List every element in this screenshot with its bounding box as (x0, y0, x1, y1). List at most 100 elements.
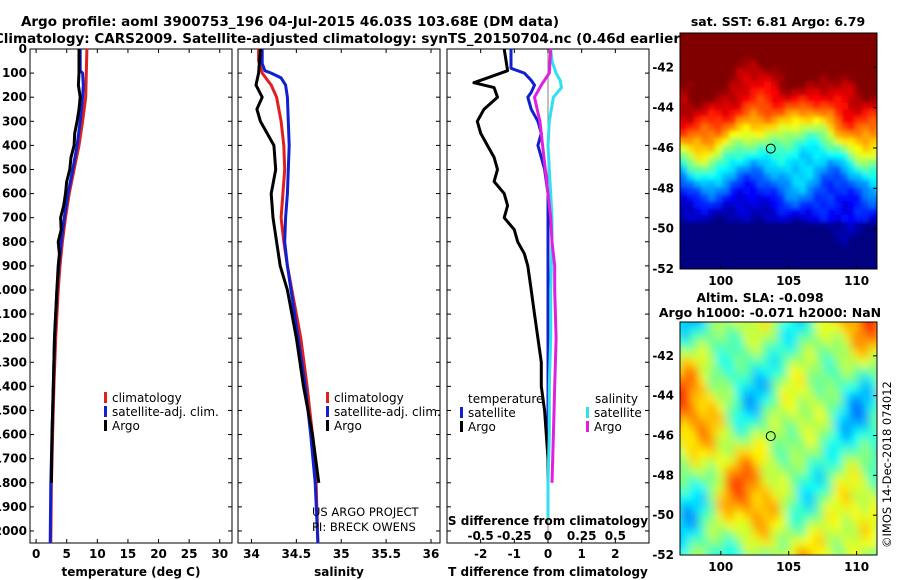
series-t-argo (472, 49, 550, 483)
top-tick-label: 0 (544, 529, 552, 543)
map-frame (679, 321, 878, 556)
series-s-argo (533, 49, 558, 483)
legend-swatch (326, 420, 329, 431)
legend-title-temperature: temperature (468, 392, 543, 406)
top-tick-label: 0.25 (567, 529, 597, 543)
legend-entry: climatology (112, 391, 182, 405)
series-argo (49, 49, 82, 483)
series-climatology (257, 49, 320, 543)
y-tick-label: 1300 (0, 355, 27, 369)
y-tick-label: 1600 (0, 428, 27, 442)
x-tick-label: 36 (423, 547, 440, 561)
x-tick-label: 35.5 (371, 547, 401, 561)
legend-entry: satellite-adj. clim. (334, 405, 441, 419)
lat-tick-label: -52 (652, 548, 674, 562)
legend-swatch (326, 406, 329, 417)
x-tick-label: 30 (211, 547, 228, 561)
x-axis-label: salinity (314, 565, 364, 579)
temperature-panel: 0100200300400500600700800900100011001200… (0, 42, 233, 579)
legend-swatch (104, 406, 107, 417)
legend-entry: Argo (112, 419, 140, 433)
legend-swatch (104, 392, 107, 403)
y-tick-label: 0 (19, 42, 27, 56)
lat-tick-label: -48 (652, 181, 674, 195)
lat-tick-label: -50 (652, 508, 674, 522)
lon-tick-label: 100 (708, 274, 733, 288)
y-tick-label: 1900 (0, 500, 27, 514)
difference-panel: -2 -1 0 1 2 T difference from climatology temp… (446, 48, 650, 579)
top-tick-label: -0.5 (468, 529, 494, 543)
y-tick-label: 1500 (0, 403, 27, 417)
argo-position-marker (765, 143, 776, 154)
title-line2: Climatology: CARS2009. Satellite-adjuste… (0, 31, 686, 47)
y-tick-label: 1100 (0, 307, 27, 321)
x-tick-label: 34 (243, 547, 260, 561)
legend-entry: Argo (468, 420, 496, 434)
x-tick-label: 15 (120, 547, 137, 561)
lat-tick-label: -42 (652, 60, 674, 74)
legend-title-salinity: salinity (595, 392, 638, 406)
legend-entry: satellite (594, 406, 642, 420)
top-tick-label: 0.5 (605, 529, 626, 543)
y-tick-label: 1000 (0, 283, 27, 297)
series-argo (254, 49, 321, 483)
y-tick-label: 800 (2, 235, 27, 249)
lat-tick-label: -44 (652, 389, 674, 403)
salinity-panel: 34 34.5 35 35.5 36 salinity climatologysatelli… (237, 48, 441, 579)
x-tick-label: 5 (63, 547, 71, 561)
x-tick-label: 25 (181, 547, 198, 561)
x-axis-label: temperature (deg C) (62, 565, 201, 579)
title-line1: Argo profile: aoml 3900753_196 04-Jul-20… (21, 14, 559, 30)
y-tick-label: 400 (2, 138, 27, 152)
lon-tick-label: 110 (844, 274, 869, 288)
legend-swatch (460, 407, 463, 418)
legend-swatch (104, 420, 107, 431)
x-tick-label: 2 (611, 547, 619, 561)
lat-tick-label: -46 (652, 429, 674, 443)
legend-swatch (586, 407, 589, 418)
sla-map-title2: Argo h1000: -0.071 h2000: NaN (659, 305, 881, 320)
y-tick-label: 1400 (0, 379, 27, 393)
series-satellite-adj-clim- (260, 49, 320, 543)
credit-line2: PI: BRECK OWENS (312, 520, 416, 534)
lat-tick-label: -48 (652, 468, 674, 482)
lat-tick-label: -44 (652, 101, 674, 115)
y-tick-label: 2000 (0, 524, 27, 538)
legend-swatch (586, 421, 589, 432)
y-tick-label: 100 (2, 66, 27, 80)
y-tick-label: 200 (2, 90, 27, 104)
lat-tick-label: -42 (652, 349, 674, 363)
axes-frame (237, 48, 441, 544)
legend-entry: satellite (468, 406, 516, 420)
x-tick-label: 20 (150, 547, 167, 561)
credit-line1: US ARGO PROJECT (312, 505, 420, 519)
x-tick-label: 0 (32, 547, 40, 561)
top-axis-label: S difference from climatology (448, 514, 648, 528)
x-tick-label: 1 (577, 547, 585, 561)
legend-entry: climatology (334, 391, 404, 405)
x-tick-label: 35 (333, 547, 350, 561)
map-frame (679, 32, 878, 270)
y-tick-label: 700 (2, 211, 27, 225)
x-tick-label: -2 (474, 547, 487, 561)
legend-entry: Argo (334, 419, 362, 433)
lon-tick-label: 100 (708, 560, 733, 574)
top-tick-label: -0.25 (497, 529, 532, 543)
y-tick-label: 300 (2, 114, 27, 128)
lon-tick-label: 105 (776, 274, 801, 288)
axes-frame (29, 48, 233, 544)
series-t-satellite (509, 49, 550, 483)
sst-map-title: sat. SST: 6.81 Argo: 6.79 (691, 14, 865, 29)
x-tick-label: -1 (508, 547, 521, 561)
y-tick-label: 1200 (0, 331, 27, 345)
y-tick-label: 900 (2, 259, 27, 273)
sst-map: 100 105 110 -42 -44 -46 -48 -50 -52 (652, 32, 878, 288)
y-tick-label: 500 (2, 162, 27, 176)
legend-entry: satellite-adj. clim. (112, 405, 219, 419)
x-axis-label: T difference from climatology (448, 565, 648, 579)
legend-entry: Argo (594, 420, 622, 434)
lat-tick-label: -52 (652, 262, 674, 276)
legend-swatch (460, 421, 463, 432)
x-tick-label: 34.5 (282, 547, 312, 561)
x-tick-label: 10 (89, 547, 106, 561)
